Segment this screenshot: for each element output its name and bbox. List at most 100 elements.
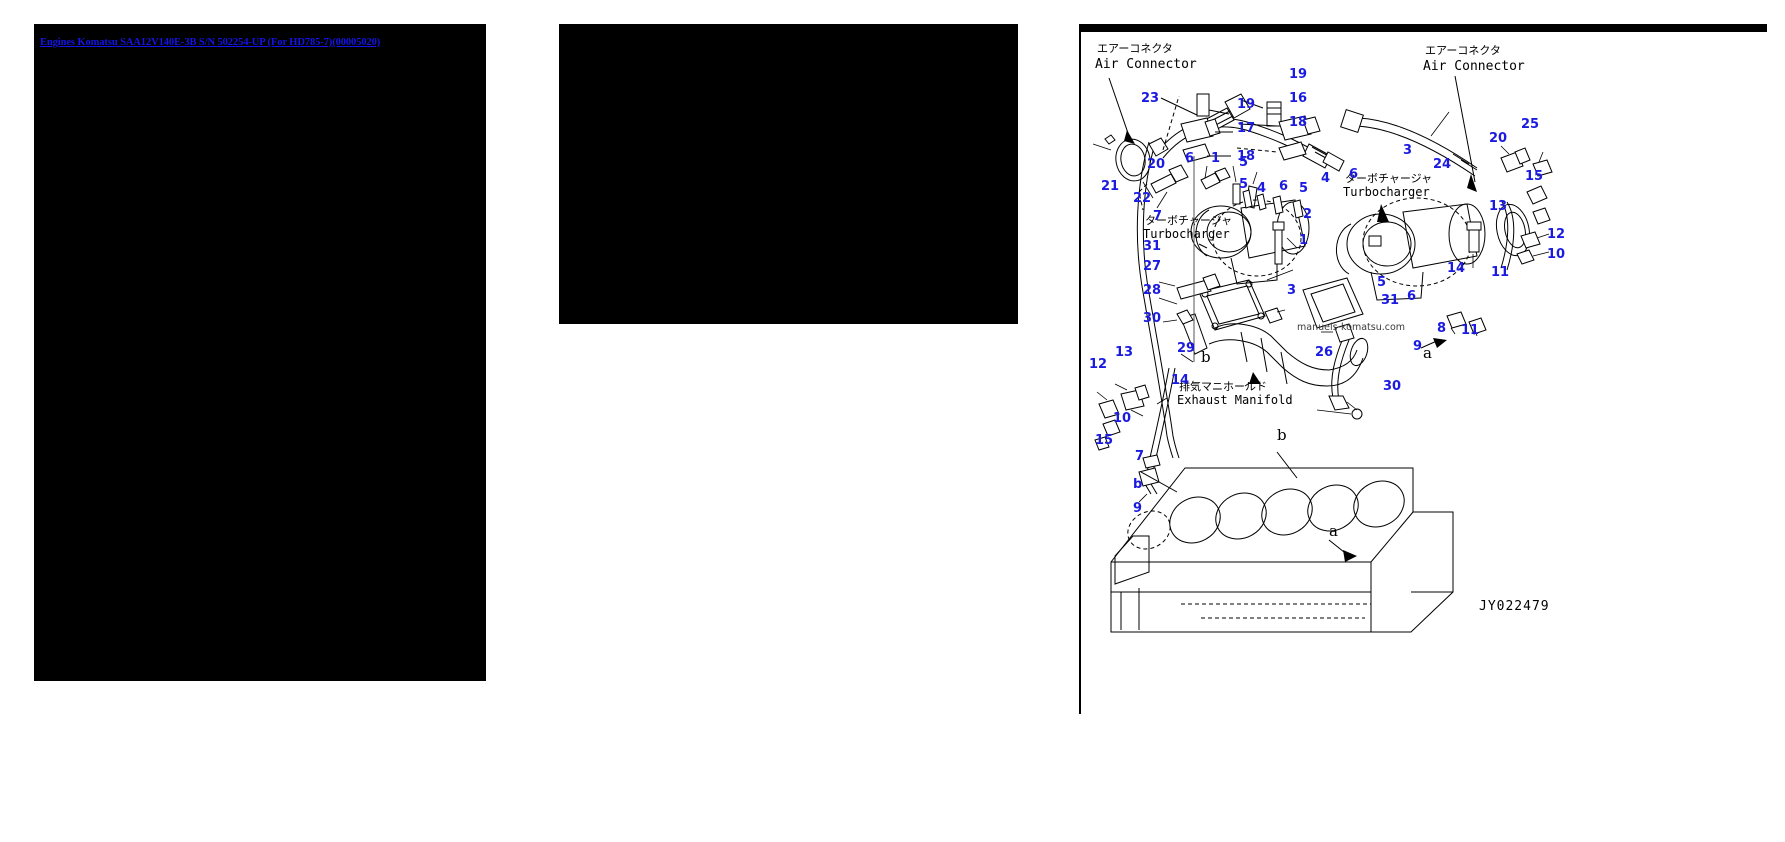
item-number: 25 bbox=[1521, 117, 1539, 132]
item-number: 5 bbox=[1239, 177, 1248, 192]
item-number: 6 bbox=[1279, 179, 1288, 194]
item-number: 5 bbox=[1239, 155, 1248, 170]
item-number: 17 bbox=[1237, 121, 1255, 136]
item-number: 11 bbox=[1491, 265, 1509, 280]
item-number: 19 bbox=[1237, 97, 1255, 112]
item-number: 1 bbox=[1299, 233, 1308, 248]
item-number: 22 bbox=[1133, 191, 1151, 206]
item-number: 9 bbox=[1413, 339, 1422, 354]
section-mark: a bbox=[1329, 522, 1338, 540]
callout-turbocharger-right-jp: ターボチャージャ bbox=[1345, 172, 1432, 185]
part-fitting-20-right bbox=[1500, 147, 1531, 173]
part-fitting-12-right bbox=[1516, 231, 1541, 265]
item-number: 30 bbox=[1383, 379, 1401, 394]
document-title-link[interactable]: Engines Komatsu SAA12V140E-3B S/N 502254… bbox=[40, 37, 381, 48]
item-number: 14 bbox=[1447, 261, 1465, 276]
part-turbocharger-left bbox=[1190, 199, 1310, 285]
part-turbocharger-right bbox=[1336, 197, 1486, 301]
callout-exhaust-manifold-en: Exhaust Manifold bbox=[1177, 393, 1293, 407]
part-clamp-17 bbox=[1180, 117, 1221, 143]
item-number: 24 bbox=[1433, 157, 1451, 172]
item-number: 19 bbox=[1289, 67, 1307, 82]
part-pipe-26 bbox=[1328, 323, 1355, 411]
part-fitting-13 bbox=[1120, 384, 1150, 411]
diagram-canvas: エアーコネクタ Air Connector bbox=[1081, 32, 1767, 714]
item-number: 20 bbox=[1147, 157, 1165, 172]
item-number: 28 bbox=[1143, 283, 1161, 298]
part-bolts-5-4-6-left bbox=[1242, 189, 1304, 265]
callout-air-connector-left-en: Air Connector bbox=[1095, 57, 1197, 72]
section-mark: b bbox=[1277, 426, 1287, 444]
item-number: 20 bbox=[1489, 131, 1507, 146]
part-engine-block bbox=[1110, 467, 1454, 633]
center-image-placeholder bbox=[559, 24, 1018, 324]
part-cluster-11-8-9 bbox=[1446, 311, 1487, 335]
item-number: 5 bbox=[1299, 181, 1308, 196]
item-number: 30 bbox=[1143, 311, 1161, 326]
part-fitting-12 bbox=[1098, 399, 1120, 419]
item-number: 3 bbox=[1403, 143, 1412, 158]
watermark: manuels-komatsu.com bbox=[1297, 322, 1405, 333]
part-bolt-19-mid bbox=[1196, 93, 1210, 117]
left-image-placeholder bbox=[34, 24, 486, 681]
item-number: 15 bbox=[1525, 169, 1543, 184]
callout-air-connector-right-jp: エアーコネクタ bbox=[1425, 44, 1501, 57]
item-number: 13 bbox=[1115, 345, 1133, 360]
item-number: 6 bbox=[1407, 289, 1416, 304]
part-clamp-16 bbox=[1278, 115, 1321, 141]
parts-diagram-panel: エアーコネクタ Air Connector bbox=[1079, 24, 1767, 714]
section-mark: a bbox=[1423, 344, 1432, 362]
item-number: 14 bbox=[1171, 373, 1189, 388]
part-bolt-14-right bbox=[1466, 221, 1482, 253]
item-number: 11 bbox=[1461, 323, 1479, 338]
part-clamp-18-right bbox=[1278, 141, 1307, 161]
part-bracket-27 bbox=[1176, 273, 1221, 300]
callout-turbocharger-right-en: Turbocharger bbox=[1343, 185, 1430, 199]
item-number: 16 bbox=[1289, 91, 1307, 106]
section-mark: b bbox=[1201, 348, 1211, 366]
item-number: 4 bbox=[1321, 171, 1330, 186]
item-number: 3 bbox=[1287, 283, 1296, 298]
part-gasket-1b bbox=[1302, 277, 1364, 329]
item-number: 12 bbox=[1547, 227, 1565, 242]
item-number: 23 bbox=[1141, 91, 1159, 106]
callout-air-connector-left-jp: エアーコネクタ bbox=[1097, 42, 1173, 55]
item-number: 21 bbox=[1101, 179, 1119, 194]
item-number: 9 bbox=[1133, 501, 1142, 516]
item-number: 12 bbox=[1089, 357, 1107, 372]
callout-turbocharger-left-jp: ターボチャージャ bbox=[1145, 214, 1232, 227]
item-number: 15 bbox=[1095, 433, 1113, 448]
item-number: 18 bbox=[1289, 115, 1307, 130]
part-fitting-10-15 bbox=[1094, 419, 1121, 451]
callout-air-connector-right-en: Air Connector bbox=[1423, 59, 1525, 74]
part-gasket-1 bbox=[1198, 279, 1266, 331]
diagram-left-rule bbox=[1079, 24, 1081, 714]
part-pipe-11-right bbox=[1500, 199, 1515, 271]
item-number: 31 bbox=[1381, 293, 1399, 308]
item-number: 6 bbox=[1185, 151, 1194, 166]
item-number: 7 bbox=[1153, 209, 1162, 224]
part-bolt-20 bbox=[1150, 164, 1189, 194]
part-bolt-19-right bbox=[1266, 101, 1282, 127]
item-number: 6 bbox=[1349, 167, 1358, 182]
item-number: 10 bbox=[1547, 247, 1565, 262]
drawing-number: JY022479 bbox=[1479, 599, 1550, 614]
item-number: 8 bbox=[1437, 321, 1446, 336]
part-fitting-15-right bbox=[1526, 185, 1551, 225]
item-number: 26 bbox=[1315, 345, 1333, 360]
item-number: 18 bbox=[1237, 149, 1255, 164]
item-number: 27 bbox=[1143, 259, 1161, 274]
part-nut-3 bbox=[1264, 307, 1283, 324]
item-number: 13 bbox=[1489, 199, 1507, 214]
callout-turbocharger-left-en: Turbocharger bbox=[1143, 227, 1230, 241]
callout-exhaust-manifold-jp: 排気マニホールド bbox=[1179, 379, 1267, 393]
item-number: 29 bbox=[1177, 341, 1195, 356]
item-number: 10 bbox=[1113, 411, 1131, 426]
item-number: 5 bbox=[1377, 275, 1386, 290]
item-number: b bbox=[1133, 477, 1142, 492]
part-fitting-25 bbox=[1532, 159, 1553, 177]
item-number: 4 bbox=[1257, 181, 1266, 196]
item-number: 2 bbox=[1303, 207, 1312, 222]
item-number: 31 bbox=[1143, 239, 1161, 254]
